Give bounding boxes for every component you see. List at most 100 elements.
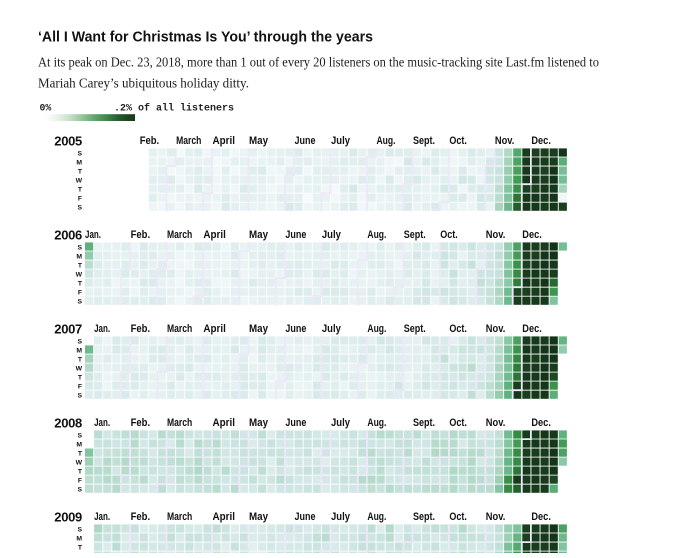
svg-text:T: T — [78, 356, 83, 363]
svg-text:Feb.: Feb. — [140, 135, 160, 147]
svg-text:Jan.: Jan. — [94, 323, 110, 335]
svg-text:S: S — [77, 393, 82, 400]
svg-text:June: June — [295, 511, 316, 523]
svg-text:May: May — [249, 135, 268, 147]
svg-text:April: April — [213, 417, 236, 429]
svg-text:S: S — [77, 205, 82, 212]
svg-text:M: M — [76, 535, 82, 542]
svg-text:May: May — [249, 511, 268, 523]
svg-text:July: July — [331, 511, 350, 523]
svg-text:Nov.: Nov. — [486, 323, 506, 335]
svg-text:M: M — [76, 347, 82, 354]
svg-text:F: F — [78, 196, 82, 203]
svg-text:Aug.: Aug. — [367, 417, 386, 429]
svg-text:July: July — [331, 135, 350, 147]
svg-text:Oct.: Oct. — [449, 323, 467, 335]
svg-text:Sept.: Sept. — [404, 229, 426, 241]
svg-text:March: March — [167, 511, 192, 523]
svg-text:July: July — [322, 323, 341, 335]
svg-text:Aug.: Aug. — [367, 323, 386, 335]
svg-text:March: March — [167, 323, 192, 335]
svg-text:Mariah Carey’s ubiquitous holi: Mariah Carey’s ubiquitous holiday ditty. — [38, 77, 249, 92]
svg-text:2007: 2007 — [54, 322, 82, 337]
svg-text:W: W — [76, 177, 83, 184]
svg-text:Aug.: Aug. — [367, 511, 386, 523]
svg-text:April: April — [203, 229, 226, 241]
svg-text:June: June — [285, 417, 306, 429]
svg-text:F: F — [78, 384, 82, 391]
svg-text:At its peak on Dec. 23, 2018,: At its peak on Dec. 23, 2018, more than … — [38, 56, 599, 71]
svg-text:Dec.: Dec. — [531, 511, 551, 523]
svg-text:June: June — [295, 135, 316, 147]
svg-text:Nov.: Nov. — [486, 511, 506, 523]
svg-text:T: T — [78, 450, 83, 457]
svg-text:May: May — [249, 323, 268, 335]
svg-text:June: June — [285, 323, 306, 335]
svg-text:.2% of all listeners: .2% of all listeners — [114, 103, 234, 114]
svg-text:Sept.: Sept. — [413, 417, 435, 429]
svg-text:Jan.: Jan. — [85, 229, 101, 241]
svg-text:Nov.: Nov. — [495, 135, 515, 147]
svg-text:March: March — [176, 135, 201, 147]
svg-text:2009: 2009 — [54, 510, 82, 525]
svg-text:T: T — [78, 168, 83, 175]
svg-text:Nov.: Nov. — [486, 229, 506, 241]
svg-text:Aug.: Aug. — [367, 229, 386, 241]
svg-text:July: July — [322, 229, 341, 241]
svg-text:March: March — [167, 229, 192, 241]
svg-text:May: May — [249, 229, 268, 241]
svg-text:Jan.: Jan. — [94, 417, 110, 429]
svg-text:‘All I Want for Christmas Is Y: ‘All I Want for Christmas Is You’ throug… — [38, 29, 373, 46]
svg-text:Sept.: Sept. — [413, 135, 435, 147]
svg-text:Feb.: Feb. — [131, 417, 151, 429]
svg-text:Dec.: Dec. — [522, 229, 542, 241]
svg-text:March: March — [167, 417, 192, 429]
svg-text:Oct.: Oct. — [440, 229, 458, 241]
svg-text:Oct.: Oct. — [449, 135, 467, 147]
svg-text:W: W — [76, 459, 83, 466]
svg-text:F: F — [78, 290, 82, 297]
svg-text:April: April — [213, 135, 236, 147]
svg-text:Feb.: Feb. — [131, 323, 151, 335]
svg-text:S: S — [77, 150, 82, 157]
svg-text:Jan.: Jan. — [94, 511, 110, 523]
svg-text:Aug.: Aug. — [377, 135, 396, 147]
svg-text:T: T — [78, 280, 83, 287]
svg-text:Dec.: Dec. — [522, 323, 542, 335]
svg-text:Feb.: Feb. — [131, 511, 151, 523]
svg-text:April: April — [213, 511, 236, 523]
svg-text:T: T — [78, 544, 83, 551]
svg-text:S: S — [77, 487, 82, 494]
svg-text:S: S — [77, 432, 82, 439]
svg-text:W: W — [76, 271, 83, 278]
svg-text:2008: 2008 — [54, 416, 82, 431]
svg-text:May: May — [249, 417, 268, 429]
svg-text:M: M — [76, 159, 82, 166]
svg-text:July: July — [331, 417, 350, 429]
svg-text:Dec.: Dec. — [531, 135, 551, 147]
svg-text:S: S — [77, 299, 82, 306]
svg-text:W: W — [76, 365, 83, 372]
svg-text:Oct.: Oct. — [449, 511, 467, 523]
svg-text:2006: 2006 — [54, 228, 82, 243]
svg-text:T: T — [78, 468, 83, 475]
svg-text:Nov.: Nov. — [486, 417, 506, 429]
svg-text:Sept.: Sept. — [413, 511, 435, 523]
svg-text:Dec.: Dec. — [531, 417, 551, 429]
svg-text:M: M — [76, 253, 82, 260]
svg-text:T: T — [78, 374, 83, 381]
svg-text:June: June — [285, 229, 306, 241]
svg-text:S: S — [77, 526, 82, 533]
svg-text:T: T — [78, 262, 83, 269]
svg-text:S: S — [77, 244, 82, 251]
svg-text:0%: 0% — [40, 103, 52, 114]
svg-text:April: April — [203, 323, 226, 335]
svg-text:Feb.: Feb. — [131, 229, 151, 241]
svg-text:Sept.: Sept. — [404, 323, 426, 335]
svg-text:T: T — [78, 186, 83, 193]
svg-text:S: S — [77, 338, 82, 345]
svg-text:2005: 2005 — [54, 134, 82, 149]
svg-text:Oct.: Oct. — [449, 417, 467, 429]
svg-text:F: F — [78, 478, 82, 485]
svg-text:M: M — [76, 441, 82, 448]
